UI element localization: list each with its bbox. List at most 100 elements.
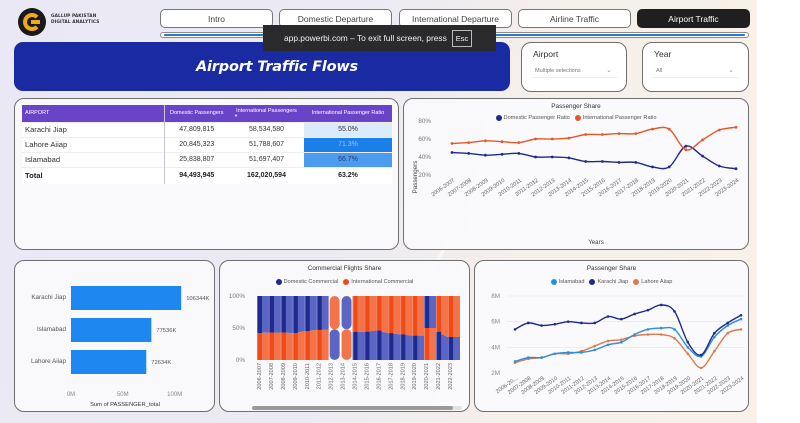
data-point (600, 133, 604, 136)
ribbon-segment-domestic (341, 296, 352, 330)
bar (71, 318, 152, 342)
column-bar-international (449, 296, 454, 337)
chart-legend: Domestic Passenger Ratio International P… (404, 115, 748, 121)
data-point (701, 154, 704, 158)
tab-airline-traffic[interactable]: Airline Traffic (518, 9, 631, 28)
data-point (606, 315, 610, 318)
legend-label: International Commercial (351, 279, 414, 285)
legend-item-domestic[interactable]: Domestic Passenger Ratio (495, 115, 570, 121)
column-bar-domestic (449, 336, 454, 360)
tab-label: Airport Traffic (668, 13, 719, 24)
legend-item-karachi[interactable]: Karachi Jiap (589, 279, 628, 285)
data-point (617, 132, 621, 135)
legend-item-domestic-commercial[interactable]: Domestic Commercial (275, 279, 338, 285)
column-bar-international (293, 333, 298, 360)
legend-dot-icon (550, 279, 557, 285)
ribbon-segment-international (329, 296, 340, 330)
data-point (717, 128, 721, 132)
tab-airport-traffic[interactable]: Airport Traffic (637, 9, 750, 28)
data-point (584, 160, 588, 163)
commercial-flights-card: Commercial Flights Share Domestic Commer… (219, 260, 470, 412)
y-tick-label: 8M (491, 293, 500, 300)
data-point (651, 165, 654, 169)
x-tick-label: 2022-2023 (448, 363, 454, 390)
cell-total-international: 162,020,594 (229, 166, 304, 184)
data-point (726, 321, 730, 325)
column-bar-international (317, 329, 322, 360)
cell-airport: Islamabad (22, 151, 164, 167)
legend-dot-icon (633, 279, 640, 285)
data-point (484, 139, 487, 143)
data-point (684, 144, 688, 148)
column-bar-international (269, 332, 274, 360)
data-point (600, 160, 604, 163)
legend-item-international-commercial[interactable]: International Commercial (343, 279, 413, 285)
table-row[interactable]: Karachi Jiap 47,809,815 58,534,580 55.0% (22, 121, 392, 137)
page-title: Airport Traffic Flows (196, 58, 358, 75)
column-header-domestic[interactable]: Domestic Passengers (163, 105, 229, 122)
y-tick-label: 100% (229, 293, 246, 300)
year-dropdown-value: All (656, 67, 663, 74)
airport-slicer: Airport Multiple selections ⌄ (521, 42, 627, 92)
airport-table-card: AIRPORT Domestic Passengers Internationa… (14, 98, 399, 250)
data-point (593, 344, 597, 348)
cell-total-ratio: 63.2% (304, 166, 392, 184)
data-point (513, 360, 517, 363)
table-row[interactable]: Lahore Aiiap 20,845,323 51,788,607 71.3% (22, 136, 392, 152)
y-tick-label: 4M (491, 344, 500, 351)
column-bar-domestic (365, 331, 370, 360)
legend-dot-icon (495, 115, 502, 121)
legend-item-lahore[interactable]: Lahore Aiiap (633, 279, 672, 285)
column-header-ratio[interactable]: International Passenger Ratio (304, 105, 392, 122)
data-point (540, 356, 543, 359)
data-point (620, 338, 623, 341)
data-point (673, 310, 676, 313)
x-tick-label: 2013-2014 (341, 363, 347, 390)
data-point (606, 343, 610, 347)
data-point (467, 152, 471, 155)
column-bar-international (437, 296, 442, 332)
tab-intro[interactable]: Intro (160, 9, 273, 28)
chart-title: Commercial Flights Share (307, 265, 382, 272)
esc-key-badge[interactable]: Esc (451, 29, 473, 47)
bar-category-label: Lahore Aiiap (31, 358, 67, 365)
data-point (513, 328, 517, 331)
column-bar-international (258, 333, 262, 360)
horizontal-scrollbar-thumb[interactable] (252, 406, 453, 410)
series-line-karachi (514, 304, 742, 356)
ribbon-segment-domestic (329, 329, 340, 360)
x-axis-label: Sum of PASSENGER_total (90, 402, 160, 408)
column-header-airport[interactable]: AIRPORT (22, 105, 164, 122)
column-bar-international (281, 332, 286, 360)
y-tick-label: 50% (232, 325, 245, 332)
table-header-row: AIRPORT Domestic Passengers Internationa… (22, 105, 392, 122)
data-point (534, 137, 537, 141)
cell-international: 51,697,407 (229, 151, 304, 167)
airport-dropdown[interactable]: Multiple selections ⌄ (531, 64, 617, 78)
column-bar-domestic (401, 334, 406, 360)
series-line-domestic (451, 145, 737, 170)
legend-dot-icon (589, 279, 596, 285)
chart-title: Passenger Share (551, 103, 601, 110)
data-point (620, 340, 623, 344)
column-header-international[interactable]: International Passengers ▼ (229, 105, 304, 122)
passenger-total-bar-card: Karachi Jiap 106344K Islamabad 77536K Lahore… (14, 260, 215, 412)
data-point (584, 133, 588, 136)
data-point (717, 164, 721, 168)
legend-dot-icon (343, 279, 350, 285)
data-point (686, 346, 690, 349)
legend-item-islamabad[interactable]: Islamabad (550, 279, 584, 285)
legend-dot-icon (275, 279, 282, 285)
column-bar-domestic (353, 331, 358, 360)
cell-ratio: 55.0% (304, 121, 392, 137)
year-slicer: Year All ⌄ (642, 42, 749, 92)
data-point (567, 136, 571, 140)
x-tick-label: 0M (67, 392, 75, 398)
cell-total-label: Total (22, 166, 164, 184)
year-dropdown[interactable]: All ⌄ (652, 64, 739, 78)
data-point (686, 352, 690, 356)
x-tick-label: 100M (167, 392, 182, 398)
table-row[interactable]: Islamabad 25,838,807 51,697,407 66.7% (22, 151, 392, 167)
x-tick-label: 2009-2010 (293, 363, 299, 390)
legend-item-international[interactable]: International Passenger Ratio (574, 115, 656, 121)
